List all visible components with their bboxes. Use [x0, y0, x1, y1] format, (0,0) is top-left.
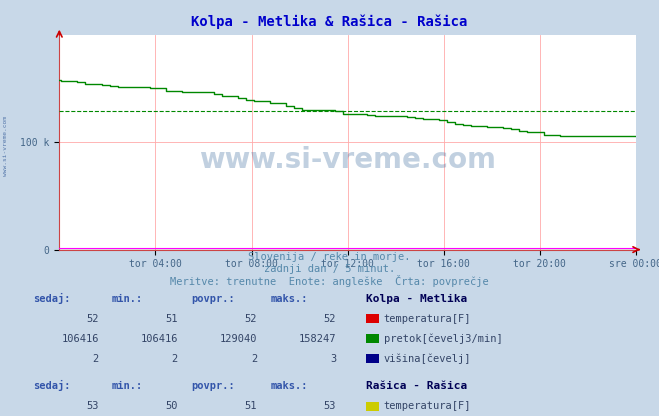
Text: temperatura[F]: temperatura[F] [384, 314, 471, 324]
Text: višina[čevelj]: višina[čevelj] [384, 353, 471, 364]
Text: 50: 50 [165, 401, 178, 411]
Text: temperatura[F]: temperatura[F] [384, 401, 471, 411]
Text: 106416: 106416 [140, 334, 178, 344]
Text: 106416: 106416 [61, 334, 99, 344]
Text: pretok[čevelj3/min]: pretok[čevelj3/min] [384, 333, 502, 344]
Text: 2: 2 [251, 354, 257, 364]
Text: Kolpa - Metlika: Kolpa - Metlika [366, 294, 467, 304]
Text: 52: 52 [86, 314, 99, 324]
Text: 52: 52 [244, 314, 257, 324]
Text: maks.:: maks.: [270, 294, 308, 304]
Text: sedaj:: sedaj: [33, 380, 71, 391]
Text: Slovenija / reke in morje.: Slovenija / reke in morje. [248, 252, 411, 262]
Text: min.:: min.: [112, 381, 143, 391]
Text: 2: 2 [172, 354, 178, 364]
Text: 53: 53 [86, 401, 99, 411]
Text: sedaj:: sedaj: [33, 292, 71, 304]
Text: 2: 2 [93, 354, 99, 364]
Text: min.:: min.: [112, 294, 143, 304]
Text: Rašica - Rašica: Rašica - Rašica [366, 381, 467, 391]
Text: Meritve: trenutne  Enote: angleške  Črta: povprečje: Meritve: trenutne Enote: angleške Črta: … [170, 275, 489, 287]
Text: 3: 3 [330, 354, 336, 364]
Text: 53: 53 [324, 401, 336, 411]
Text: 52: 52 [324, 314, 336, 324]
Text: Kolpa - Metlika & Rašica - Rašica: Kolpa - Metlika & Rašica - Rašica [191, 15, 468, 29]
Text: zadnji dan / 5 minut.: zadnji dan / 5 minut. [264, 265, 395, 275]
Text: www.si-vreme.com: www.si-vreme.com [3, 116, 8, 176]
Text: www.si-vreme.com: www.si-vreme.com [199, 146, 496, 173]
Text: povpr.:: povpr.: [191, 294, 235, 304]
Text: 51: 51 [244, 401, 257, 411]
Text: 129040: 129040 [219, 334, 257, 344]
Text: povpr.:: povpr.: [191, 381, 235, 391]
Text: 51: 51 [165, 314, 178, 324]
Text: maks.:: maks.: [270, 381, 308, 391]
Text: 158247: 158247 [299, 334, 336, 344]
